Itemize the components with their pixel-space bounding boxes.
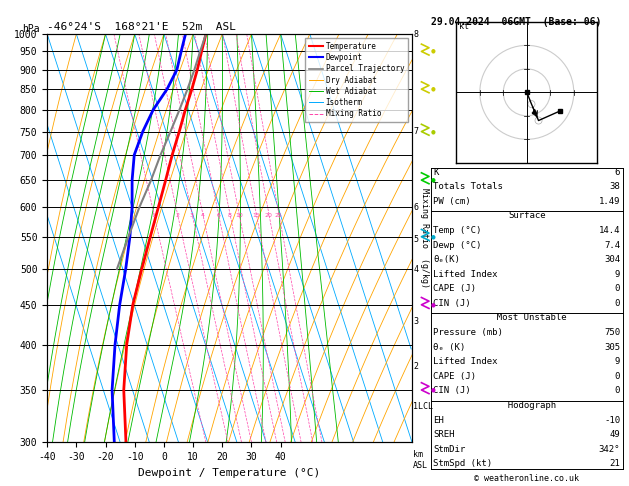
- Text: 8: 8: [413, 30, 418, 38]
- Text: ●: ●: [431, 234, 436, 239]
- Text: -46°24'S  168°21'E  52m  ASL: -46°24'S 168°21'E 52m ASL: [47, 22, 236, 32]
- Text: ●: ●: [431, 302, 436, 307]
- Text: 6: 6: [615, 168, 620, 177]
- Text: θₑ(K): θₑ(K): [433, 255, 460, 264]
- Text: 1.49: 1.49: [599, 197, 620, 206]
- Text: 21: 21: [610, 459, 620, 469]
- Text: StmSpd (kt): StmSpd (kt): [433, 459, 493, 469]
- Text: km
ASL: km ASL: [413, 451, 428, 470]
- Text: 29.04.2024  06GMT  (Base: 06): 29.04.2024 06GMT (Base: 06): [431, 17, 601, 27]
- Text: 4: 4: [201, 213, 204, 218]
- Text: θₑ (K): θₑ (K): [433, 343, 465, 352]
- Text: ●: ●: [431, 177, 436, 183]
- Text: Lifted Index: Lifted Index: [433, 270, 498, 279]
- Text: 8: 8: [228, 213, 231, 218]
- Text: 6: 6: [413, 203, 418, 212]
- Text: 49: 49: [610, 430, 620, 439]
- Text: 6: 6: [216, 213, 220, 218]
- Text: 2: 2: [413, 362, 418, 371]
- Text: CIN (J): CIN (J): [433, 386, 471, 396]
- Text: 3: 3: [190, 213, 194, 218]
- Text: CIN (J): CIN (J): [433, 299, 471, 308]
- Text: 20: 20: [265, 213, 272, 218]
- Text: CAPE (J): CAPE (J): [433, 284, 476, 294]
- Text: CAPE (J): CAPE (J): [433, 372, 476, 381]
- Text: 10: 10: [235, 213, 243, 218]
- Text: 9: 9: [615, 270, 620, 279]
- Text: StmDir: StmDir: [433, 445, 465, 454]
- Text: ●: ●: [431, 49, 436, 54]
- Text: 0: 0: [615, 284, 620, 294]
- Text: Totals Totals: Totals Totals: [433, 182, 503, 191]
- Text: 0: 0: [615, 386, 620, 396]
- Text: EH: EH: [433, 416, 444, 425]
- Text: SREH: SREH: [433, 430, 455, 439]
- Y-axis label: Mixing Ratio  (g/kg): Mixing Ratio (g/kg): [420, 188, 428, 288]
- Text: © weatheronline.co.uk: © weatheronline.co.uk: [474, 474, 579, 484]
- Text: 305: 305: [604, 343, 620, 352]
- Text: 4: 4: [413, 264, 418, 274]
- Text: Dewp (°C): Dewp (°C): [433, 241, 482, 250]
- Text: 14.4: 14.4: [599, 226, 620, 235]
- Text: 38: 38: [610, 182, 620, 191]
- Text: Hodograph: Hodograph: [498, 401, 556, 410]
- Text: ●: ●: [431, 129, 436, 134]
- Text: Surface: Surface: [508, 211, 545, 221]
- Text: 0: 0: [615, 372, 620, 381]
- Text: 5: 5: [413, 235, 418, 244]
- Text: 2: 2: [175, 213, 179, 218]
- Text: ●: ●: [431, 387, 436, 393]
- Text: 9: 9: [615, 357, 620, 366]
- Text: 25: 25: [275, 213, 282, 218]
- Legend: Temperature, Dewpoint, Parcel Trajectory, Dry Adiabat, Wet Adiabat, Isotherm, Mi: Temperature, Dewpoint, Parcel Trajectory…: [305, 38, 408, 122]
- Text: 750: 750: [604, 328, 620, 337]
- Text: kt: kt: [459, 22, 469, 31]
- Text: Most Unstable: Most Unstable: [486, 313, 567, 323]
- Text: Pressure (mb): Pressure (mb): [433, 328, 503, 337]
- Text: PW (cm): PW (cm): [433, 197, 471, 206]
- Text: 1LCL: 1LCL: [413, 402, 433, 411]
- Text: ●: ●: [431, 87, 436, 92]
- Text: Lifted Index: Lifted Index: [433, 357, 498, 366]
- Text: Temp (°C): Temp (°C): [433, 226, 482, 235]
- Text: 1: 1: [152, 213, 155, 218]
- Text: 3: 3: [413, 317, 418, 326]
- Text: 7: 7: [413, 127, 418, 136]
- Text: 7.4: 7.4: [604, 241, 620, 250]
- Text: 342°: 342°: [599, 445, 620, 454]
- Text: 15: 15: [252, 213, 260, 218]
- Text: 304: 304: [604, 255, 620, 264]
- Text: -10: -10: [604, 416, 620, 425]
- Text: hPa: hPa: [21, 24, 39, 34]
- X-axis label: Dewpoint / Temperature (°C): Dewpoint / Temperature (°C): [138, 468, 321, 478]
- Text: K: K: [433, 168, 439, 177]
- Text: 0: 0: [615, 299, 620, 308]
